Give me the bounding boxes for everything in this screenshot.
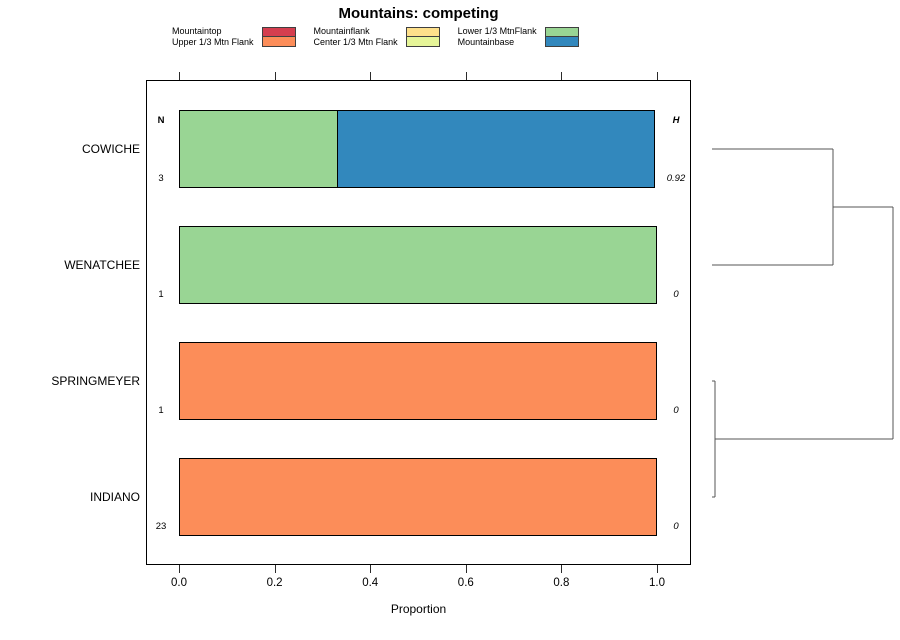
legend-column-1: Mountaintop Upper 1/3 Mtn Flank (172, 26, 296, 47)
n-value: 1 (158, 289, 164, 300)
axis-tick-label: 0.2 (266, 577, 283, 589)
axis-tick-top (465, 72, 467, 80)
legend-swatch (544, 36, 579, 47)
axis-tick-bottom (465, 565, 467, 573)
legend-swatches (405, 26, 440, 47)
row-label-wenatchee: WENATCHEE (64, 258, 140, 272)
h-value: 0 (673, 521, 679, 532)
legend-labels: Lower 1/3 MtnFlank Mountainbase (458, 26, 537, 47)
bar-segment (179, 110, 339, 188)
stacked-bar-wenatchee (179, 226, 657, 304)
axis-tick-label: 0.6 (457, 577, 474, 589)
row-label-indiano: INDIANO (89, 490, 140, 504)
n-value: 3 (158, 173, 164, 184)
axis-tick-label: 0.0 (171, 577, 187, 589)
axis-tick-bottom (179, 565, 180, 573)
row-label-cowiche: COWICHE (82, 142, 140, 156)
row-label-springmeyer: SPRINGMEYER (51, 374, 140, 388)
legend-label: Lower 1/3 MtnFlank (457, 26, 537, 36)
axis-tick-label: 0.4 (362, 577, 379, 589)
legend-swatch (261, 36, 296, 47)
bar-segment (179, 342, 657, 420)
legend-column-3: Lower 1/3 MtnFlank Mountainbase (458, 26, 579, 47)
h-column-header: H (672, 115, 680, 126)
axis-tick-label: 0.8 (553, 577, 570, 589)
legend-column-2: Mountainflank Center 1/3 Mtn Flank (314, 26, 440, 47)
legend: Mountaintop Upper 1/3 Mtn Flank Mountainfl… (172, 26, 579, 47)
n-column-header: N (157, 115, 165, 126)
axis-tick-top (561, 72, 563, 80)
chart-title: Mountains: competing (338, 5, 499, 22)
x-axis-title: Proportion (390, 602, 447, 616)
bar-segment (179, 226, 657, 304)
n-value: 1 (158, 405, 164, 416)
legend-label: Mountaintop (172, 26, 222, 36)
legend-swatches (261, 26, 296, 47)
h-value: 0.92 (666, 173, 686, 184)
dendrogram (712, 148, 894, 498)
h-value: 0 (673, 405, 679, 416)
legend-labels: Mountaintop Upper 1/3 Mtn Flank (172, 26, 254, 47)
legend-swatch (405, 36, 440, 47)
legend-label: Mountainflank (313, 26, 370, 36)
legend-swatches (544, 26, 579, 47)
legend-label: Mountainbase (457, 36, 515, 47)
stacked-bar-indiano (179, 458, 657, 536)
axis-tick-bottom (561, 565, 563, 573)
axis-tick-top (179, 72, 180, 80)
h-value: 0 (673, 289, 679, 300)
axis-tick-bottom (657, 565, 658, 573)
axis-tick-top (370, 72, 372, 80)
legend-label: Upper 1/3 Mtn Flank (172, 36, 254, 47)
axis-tick-bottom (274, 565, 276, 573)
bar-segment (179, 458, 657, 536)
stacked-bar-springmeyer (179, 342, 657, 420)
bar-segment (336, 110, 656, 188)
n-value: 23 (155, 521, 167, 532)
axis-tick-top (657, 72, 658, 80)
axis-tick-label: 1.0 (649, 577, 665, 589)
legend-labels: Mountainflank Center 1/3 Mtn Flank (314, 26, 398, 47)
axis-tick-bottom (370, 565, 372, 573)
axis-tick-top (274, 72, 276, 80)
legend-label: Center 1/3 Mtn Flank (313, 36, 398, 47)
stacked-bar-cowiche (179, 110, 657, 188)
